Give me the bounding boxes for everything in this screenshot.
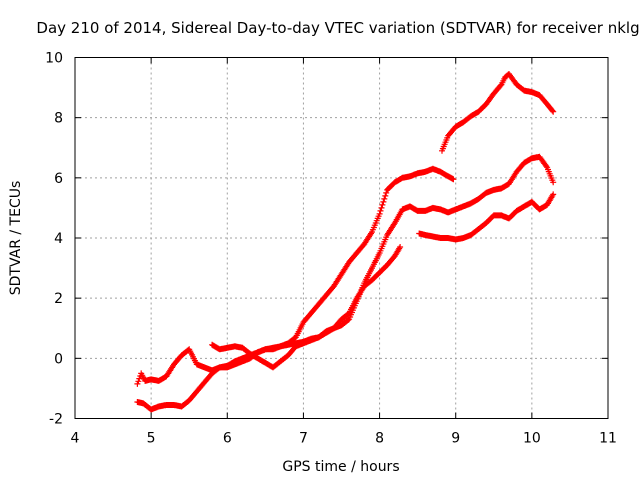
- grid-lines: [75, 57, 608, 419]
- y-tick-label: 10: [45, 51, 63, 67]
- data-point-markers: [416, 191, 557, 243]
- series-track-e: [439, 71, 557, 154]
- series-track-a: [134, 165, 457, 387]
- x-tick-label: 5: [147, 431, 156, 447]
- x-tick-label: 10: [523, 431, 541, 447]
- y-tick-label: 4: [54, 231, 63, 247]
- y-tick-label: 0: [54, 351, 63, 367]
- data-point-markers: [134, 153, 557, 413]
- x-tick-label: 6: [223, 431, 232, 447]
- x-tick-label: 9: [451, 431, 460, 447]
- y-tick-label: 8: [54, 111, 63, 127]
- data-point-markers: [134, 165, 457, 387]
- chart-title: Day 210 of 2014, Sidereal Day-to-day VTE…: [36, 19, 639, 37]
- x-axis-label: GPS time / hours: [282, 459, 399, 475]
- y-tick-label: 6: [54, 171, 63, 187]
- data-point-markers: [439, 71, 557, 154]
- series-track-c: [209, 244, 404, 371]
- series-track-b: [134, 153, 557, 413]
- y-axis-label: SDTVAR / TECUs: [8, 181, 24, 296]
- y-tick-label: -2: [49, 412, 63, 428]
- axis-ticks: 4 5 6 7 8 9 10 11 -2 0 2 4 6 8 10: [45, 51, 617, 447]
- data-marks: [134, 71, 557, 413]
- x-tick-label: 11: [599, 431, 617, 447]
- x-tick-label: 4: [71, 431, 80, 447]
- series-track-d: [416, 191, 557, 243]
- x-tick-label: 7: [299, 431, 308, 447]
- y-tick-label: 2: [54, 291, 63, 307]
- data-point-markers: [209, 244, 404, 371]
- x-tick-label: 8: [375, 431, 384, 447]
